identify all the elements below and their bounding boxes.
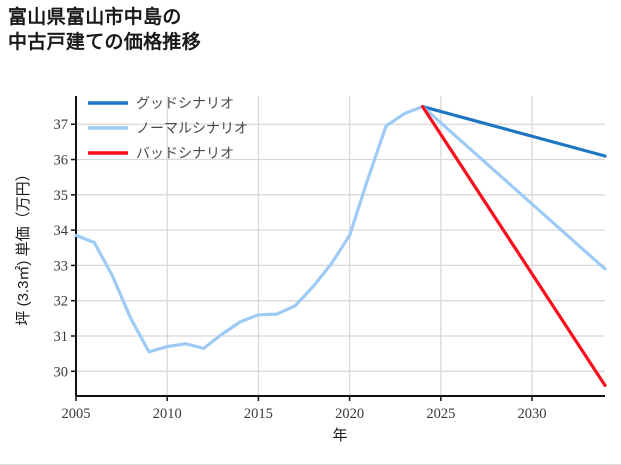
y-tick-label: 34	[54, 223, 69, 239]
series-line	[420, 104, 607, 388]
title-line-1: 富山県富山市中島の	[8, 7, 182, 28]
x-axis-ticks: 2005 2010 2015 2020 2025 2030	[62, 396, 547, 422]
y-tick-label: 30	[54, 364, 69, 380]
series-lines	[74, 104, 607, 388]
y-tick-label: 31	[54, 329, 69, 345]
axis-lines	[75, 96, 605, 397]
y-tick-label: 35	[54, 188, 69, 204]
x-tick-label: 2010	[153, 406, 182, 422]
series-line	[420, 104, 607, 158]
y-tick-label: 33	[54, 258, 69, 274]
legend-label: グッドシナリオ	[136, 95, 234, 111]
y-tick-label: 36	[54, 153, 69, 169]
x-tick-label: 2030	[518, 406, 547, 422]
x-tick-label: 2005	[62, 406, 91, 422]
x-tick-label: 2015	[244, 406, 273, 422]
title-line-2: 中古戸建ての価格推移	[8, 31, 202, 53]
x-tick-label: 2020	[335, 406, 364, 422]
y-axis-ticks: 30 31 32 33 34 35 36 37	[54, 117, 76, 380]
y-tick-label: 32	[54, 294, 69, 310]
x-axis-title: 年	[332, 427, 347, 444]
series-line	[74, 104, 607, 354]
y-axis-title: 坪 (3.3㎡) 単価（万円）	[15, 166, 32, 325]
x-tick-label: 2025	[426, 406, 455, 422]
gridlines	[75, 96, 605, 396]
legend-label: バッドシナリオ	[136, 145, 234, 161]
y-tick-label: 37	[54, 117, 69, 133]
page-title: 富山県富山市中島の 中古戸建ての価格推移	[8, 6, 201, 55]
legend-label: ノーマルシナリオ	[136, 120, 248, 136]
